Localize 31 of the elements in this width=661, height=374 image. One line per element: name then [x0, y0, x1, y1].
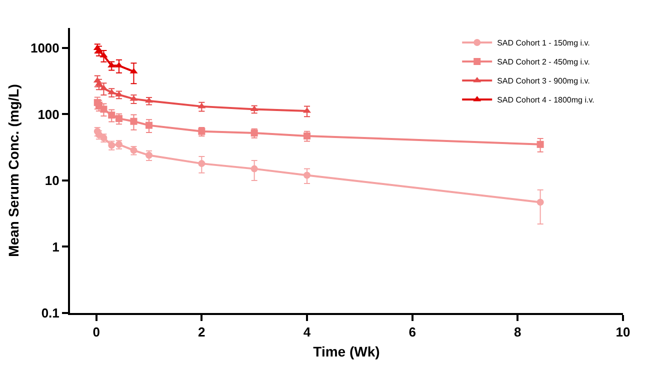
point [100, 106, 108, 113]
point [100, 84, 108, 90]
y-tick-label: 0.1 [41, 306, 60, 321]
point [130, 95, 138, 101]
point [115, 115, 122, 122]
y-tick-label: 100 [38, 106, 60, 122]
x-tick-label: 2 [198, 324, 206, 340]
point [536, 140, 544, 148]
x-tick-label: 4 [303, 324, 312, 340]
point [146, 122, 152, 129]
legend-label: SAD Cohort 2 - 450mg i.v. [497, 58, 590, 67]
point [250, 165, 258, 172]
point [304, 172, 310, 179]
x-axis-title: Time (Wk) [313, 343, 380, 360]
y-tick-label: 10 [44, 173, 60, 188]
x-tick-label: 0 [92, 324, 100, 340]
legend-label: SAD Cohort 1 - 150mg i.v. [497, 38, 590, 48]
x-tick-label: 10 [616, 324, 630, 340]
legend-label: SAD Cohort 4 - 1800mg i.v. [497, 96, 594, 105]
point [198, 160, 206, 168]
point [198, 102, 206, 108]
legend-label: SAD Cohort 3 - 900mg i.v. [497, 76, 590, 86]
point [536, 198, 544, 206]
y-axis-title: Mean Serum Conc. (mg/L) [6, 84, 22, 257]
point [130, 118, 138, 125]
point [108, 112, 116, 119]
y-tick-label: 1 [52, 239, 60, 254]
point [108, 88, 116, 94]
y-tick-label: 1000 [30, 40, 60, 56]
x-tick-label: 8 [514, 324, 522, 340]
x-tick-label: 6 [408, 324, 416, 340]
